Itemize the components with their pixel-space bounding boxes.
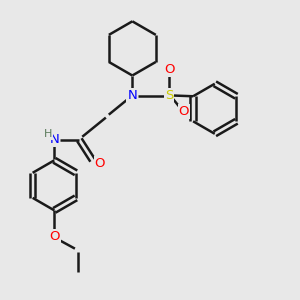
Text: N: N xyxy=(128,89,137,102)
Text: N: N xyxy=(50,133,59,146)
Text: O: O xyxy=(49,230,60,243)
Text: S: S xyxy=(165,89,173,102)
Text: H: H xyxy=(44,129,52,139)
Text: O: O xyxy=(178,105,189,118)
Text: O: O xyxy=(164,62,174,76)
Text: O: O xyxy=(95,157,105,170)
